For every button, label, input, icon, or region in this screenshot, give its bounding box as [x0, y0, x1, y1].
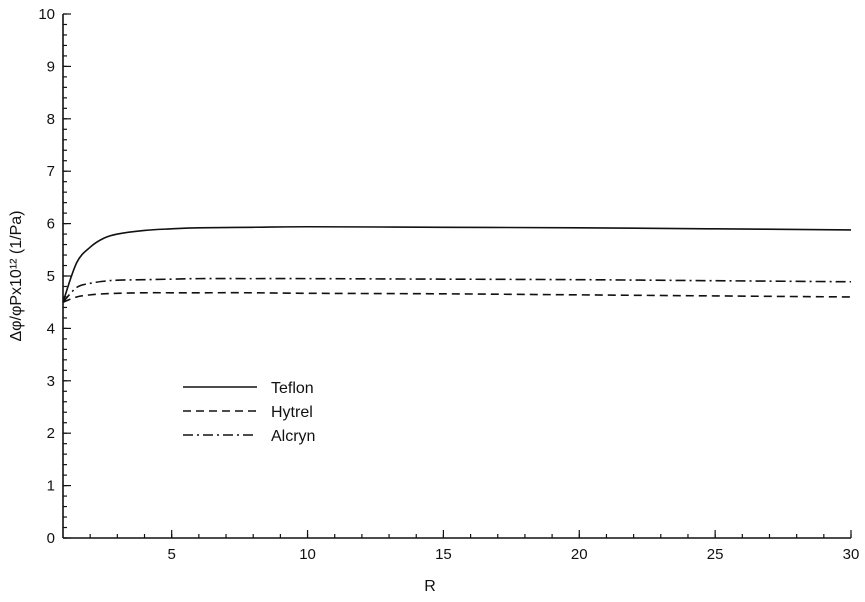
x-tick-label: 20: [571, 546, 588, 563]
legend-label-alcryn: Alcryn: [271, 428, 315, 445]
y-tick-label: 2: [47, 425, 55, 442]
legend-label-teflon: Teflon: [271, 380, 314, 397]
x-tick-label: 5: [168, 546, 176, 563]
y-tick-label: 6: [47, 216, 55, 233]
y-tick-label: 0: [47, 530, 55, 547]
y-tick-label: 10: [38, 6, 55, 23]
y-tick-label: 9: [47, 58, 55, 75]
y-tick-label: 5: [47, 268, 55, 285]
series-group: [62, 225, 852, 303]
x-tick-label: 10: [299, 546, 316, 563]
x-tick-label: 30: [843, 546, 860, 563]
series-line-alcryn: [62, 277, 852, 303]
y-tick-label: 4: [47, 320, 55, 337]
legend-label-hytrel: Hytrel: [271, 404, 313, 421]
x-axis-title: R: [424, 578, 436, 595]
x-tick-label: 25: [707, 546, 724, 563]
legend: Teflon Hytrel Alcryn: [183, 380, 315, 445]
minor-ticks: [63, 13, 852, 539]
series-line-teflon: [62, 225, 852, 303]
y-tick-label: 8: [47, 111, 55, 128]
y-tick-label: 3: [47, 373, 55, 390]
series-line-hytrel: [62, 291, 852, 303]
axes: [62, 14, 851, 539]
y-tick-label: 7: [47, 163, 55, 180]
x-ticks: 5 10 15 20 25 30: [168, 530, 860, 563]
y-tick-label: 1: [47, 478, 55, 495]
y-axis-title: Δφ/φPx10¹² (1/Pa): [8, 210, 25, 341]
x-tick-label: 15: [435, 546, 452, 563]
y-ticks: 0 1 2 3 4 5 6 7 8 9 10: [38, 6, 71, 547]
